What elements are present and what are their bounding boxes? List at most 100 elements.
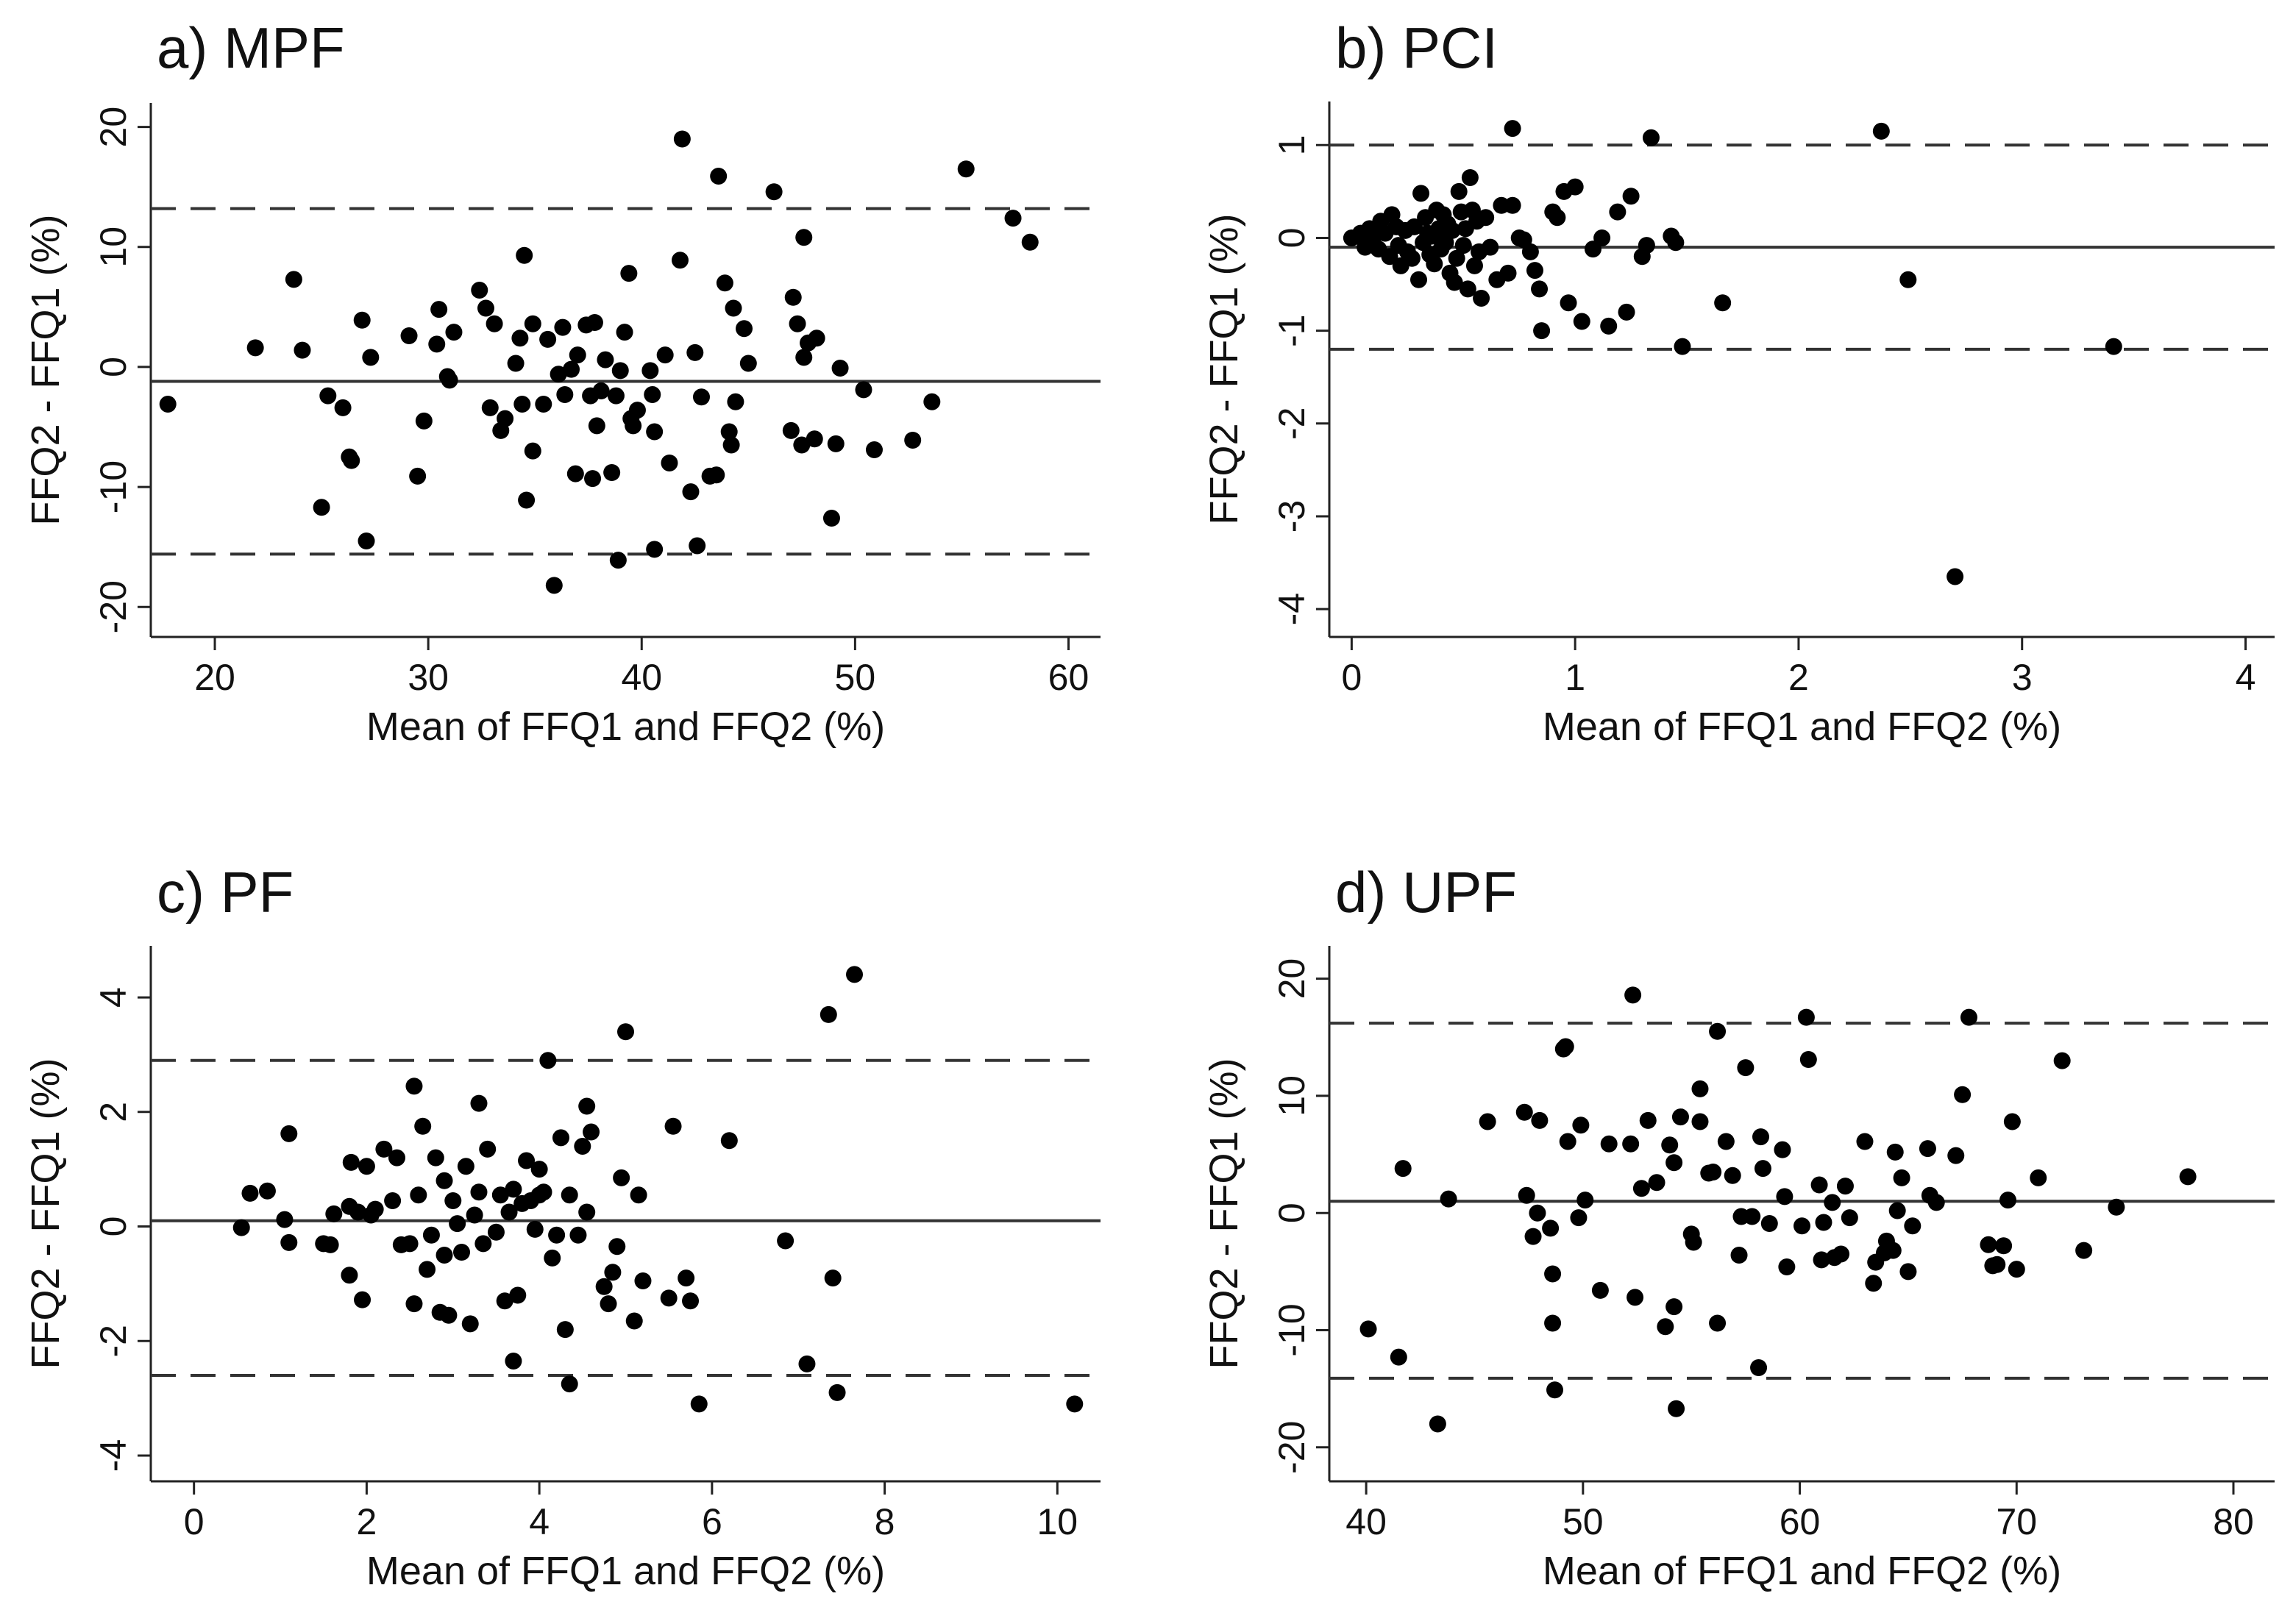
data-point	[923, 393, 941, 410]
x-tick-label: 6	[702, 1501, 722, 1542]
y-tick-label: 0	[93, 1217, 134, 1237]
y-tick-label: 20	[1271, 958, 1312, 1000]
data-point	[641, 362, 659, 380]
data-point	[561, 1186, 578, 1204]
data-point	[607, 387, 625, 405]
data-point	[445, 324, 463, 341]
x-tick-label: 2	[357, 1501, 377, 1542]
data-point	[246, 339, 264, 357]
data-point	[1904, 1217, 1922, 1235]
data-point	[513, 395, 531, 413]
data-point	[1999, 1192, 2016, 1209]
data-point	[798, 1355, 816, 1372]
data-point	[428, 335, 446, 353]
x-tick-label: 4	[2236, 657, 2256, 698]
data-point	[1618, 303, 1635, 321]
data-point	[1714, 294, 1732, 312]
x-axis-label: Mean of FFQ1 and FFQ2 (%)	[366, 1549, 885, 1593]
x-tick-label: 30	[408, 657, 449, 698]
data-point	[1624, 986, 1642, 1004]
data-point	[1691, 1113, 1709, 1130]
data-point	[481, 399, 499, 416]
data-point	[600, 1295, 617, 1313]
x-tick-label: 60	[1048, 657, 1089, 698]
data-point	[441, 371, 458, 389]
data-point	[497, 410, 514, 427]
data-point	[2179, 1168, 2197, 1186]
data-point	[496, 1292, 513, 1310]
data-point	[1661, 1136, 1679, 1154]
data-point	[597, 351, 614, 368]
y-tick-label: -10	[93, 460, 134, 513]
data-point	[820, 1005, 837, 1023]
data-point	[524, 315, 541, 332]
data-point	[777, 1232, 794, 1250]
chart-title: c) PF	[157, 860, 294, 925]
data-point	[325, 1205, 343, 1222]
data-point	[661, 454, 678, 471]
x-tick-label: 4	[529, 1501, 550, 1542]
x-tick-label: 40	[621, 657, 662, 698]
data-point	[1988, 1256, 2006, 1273]
y-axis-label: FFQ2 - FFQ1 (%)	[1202, 1058, 1246, 1370]
data-point	[479, 1140, 497, 1158]
data-point	[765, 183, 783, 201]
data-point	[1609, 203, 1627, 221]
data-point	[1622, 188, 1640, 205]
data-point	[427, 1149, 444, 1167]
data-point	[1479, 1113, 1496, 1130]
y-tick-label: 0	[1271, 1203, 1312, 1223]
x-tick-label: 70	[1996, 1501, 2037, 1542]
data-point	[831, 360, 849, 377]
data-point	[474, 1235, 492, 1253]
data-point	[1459, 280, 1476, 298]
data-point	[1559, 1133, 1576, 1150]
x-axis-label: Mean of FFQ1 and FFQ2 (%)	[366, 705, 885, 749]
data-point	[232, 1219, 250, 1236]
y-axis-label: FFQ2 - FFQ1 (%)	[1202, 214, 1246, 525]
data-point	[682, 1292, 700, 1310]
data-point	[644, 385, 661, 403]
data-point	[1737, 1059, 1755, 1077]
data-point	[795, 229, 813, 246]
data-point	[241, 1184, 259, 1202]
data-point	[1899, 271, 1917, 288]
data-point	[1576, 1192, 1594, 1209]
data-point	[422, 1226, 440, 1244]
data-point	[2053, 1052, 2071, 1069]
data-point	[545, 577, 563, 594]
data-point	[1667, 234, 1685, 252]
data-point	[440, 1306, 458, 1324]
y-tick-label: 10	[1271, 1075, 1312, 1116]
data-point	[609, 552, 627, 569]
data-point	[1750, 1358, 1768, 1376]
data-point	[342, 1153, 360, 1171]
data-point	[554, 318, 572, 336]
x-tick-label: 0	[1341, 657, 1362, 698]
data-point	[725, 299, 742, 317]
data-point	[1504, 196, 1521, 214]
x-tick-label: 50	[835, 657, 876, 698]
y-tick-label: 4	[93, 987, 134, 1008]
data-point	[1665, 1298, 1683, 1316]
data-point	[1632, 1180, 1650, 1197]
data-point	[1591, 1281, 1609, 1299]
data-point	[1573, 313, 1590, 330]
data-point	[586, 314, 603, 332]
data-point	[806, 430, 823, 448]
data-point	[1774, 1141, 1791, 1158]
data-point	[507, 355, 525, 372]
data-point	[280, 1233, 298, 1251]
data-point	[362, 349, 380, 366]
data-point	[1657, 1318, 1674, 1336]
data-point	[436, 1246, 453, 1264]
x-tick-label: 0	[184, 1501, 205, 1542]
data-point	[477, 299, 494, 317]
data-point	[1704, 1163, 1722, 1180]
data-point	[516, 246, 533, 264]
data-point	[1021, 233, 1039, 251]
data-point	[660, 1289, 678, 1307]
data-point	[313, 499, 330, 516]
chart-title: a) MPF	[157, 15, 345, 80]
data-point	[686, 343, 704, 361]
